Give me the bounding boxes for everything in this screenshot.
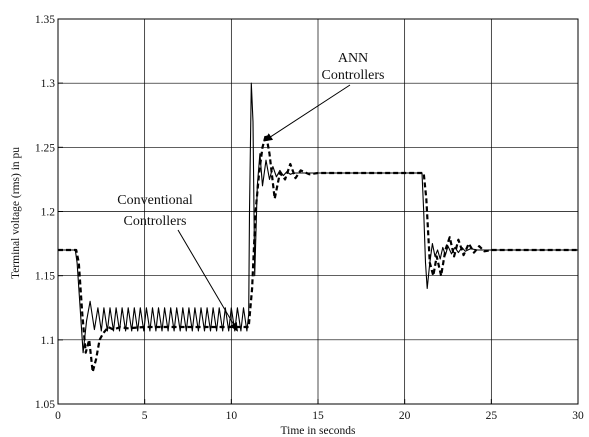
x-axis-title: Time in seconds <box>281 425 356 437</box>
x-axis-ticks: 0 5 10 15 20 25 30 <box>55 399 584 422</box>
x-tick-label: 15 <box>312 410 324 422</box>
y-tick-label: 1.1 <box>41 335 56 347</box>
annotation-label: Conventional <box>117 193 193 208</box>
series-ann-controllers-dashed <box>58 133 578 373</box>
grid <box>58 19 578 404</box>
annotation-label: ANN <box>338 51 368 66</box>
x-tick-label: 10 <box>226 410 238 422</box>
series-conventional-controllers-solid <box>58 82 578 354</box>
annotation-label: Controllers <box>124 214 187 229</box>
x-tick-label: 20 <box>399 410 411 422</box>
y-tick-label: 1.35 <box>35 14 55 26</box>
y-axis-title: Terminal voltage (rms) in pu <box>10 147 22 279</box>
annotation-arrow <box>263 84 351 142</box>
y-axis-ticks: 1.05 1.1 1.15 1.2 1.25 1.3 1.35 <box>35 14 63 411</box>
y-tick-label: 1.2 <box>41 207 56 219</box>
x-tick-label: 30 <box>572 410 584 422</box>
y-tick-label: 1.05 <box>35 399 55 411</box>
annotation-arrow <box>177 229 238 332</box>
x-tick-label: 25 <box>486 410 498 422</box>
y-tick-label: 1.25 <box>35 142 55 154</box>
annotation-label: Controllers <box>322 68 385 83</box>
annotations: ANN Controllers Conventional Controllers <box>117 51 385 332</box>
y-tick-label: 1.3 <box>41 78 56 90</box>
y-tick-label: 1.15 <box>35 271 55 283</box>
x-tick-label: 5 <box>142 410 148 422</box>
series-group <box>58 82 578 373</box>
x-tick-label: 0 <box>55 410 61 422</box>
